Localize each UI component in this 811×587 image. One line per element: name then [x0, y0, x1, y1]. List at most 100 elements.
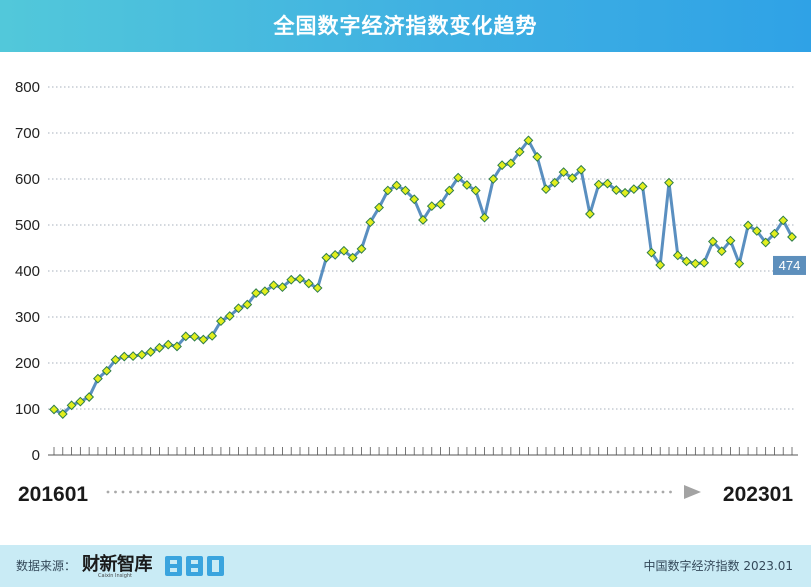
- arrow-dot: [391, 490, 395, 494]
- y-tick-label: 400: [15, 263, 40, 280]
- arrow-dot: [151, 490, 155, 494]
- data-point: [751, 226, 762, 236]
- arrow-dot: [331, 490, 335, 494]
- data-point: [189, 331, 200, 342]
- arrow-dot: [174, 490, 177, 494]
- arrow-dot: [406, 490, 410, 494]
- arrow-dot: [616, 490, 620, 494]
- arrow-dot: [414, 490, 417, 494]
- data-point: [49, 404, 59, 415]
- data-point: [470, 185, 481, 196]
- data-point: [699, 257, 710, 268]
- data-point: [576, 164, 587, 175]
- data-point: [611, 185, 622, 195]
- footer-note: 中国数字经济指数 2023.01: [643, 559, 793, 573]
- data-point: [321, 252, 332, 263]
- y-tick-label: 500: [15, 217, 40, 234]
- arrow-dot: [339, 490, 342, 494]
- x-end-label: 202301: [723, 483, 793, 506]
- arrow-dot: [511, 490, 515, 494]
- data-point: [303, 278, 314, 289]
- data-point: [374, 202, 384, 213]
- arrow-dot: [264, 490, 267, 494]
- y-tick-label: 700: [15, 125, 40, 142]
- data-point: [409, 194, 420, 205]
- data-point: [435, 199, 446, 210]
- arrow-dot: [129, 490, 132, 494]
- data-point: [110, 354, 121, 365]
- last-value-label-bg: [773, 255, 806, 275]
- data-point: [286, 274, 297, 285]
- arrow-dot: [234, 490, 237, 494]
- arrow-dot: [526, 490, 530, 494]
- data-point: [778, 215, 789, 226]
- arrow-dot: [466, 490, 470, 494]
- series-line: [53, 138, 794, 416]
- data-point: [312, 283, 323, 293]
- arrow-dot: [661, 490, 665, 494]
- data-point: [251, 288, 261, 298]
- data-point: [93, 373, 103, 384]
- arrow-dot: [114, 490, 117, 494]
- data-point: [382, 185, 393, 196]
- arrow-head: [684, 485, 701, 499]
- data-point: [426, 201, 437, 212]
- data-point: [347, 252, 358, 263]
- arrow-dot: [369, 490, 372, 494]
- arrow-dot: [316, 490, 320, 494]
- data-point: [180, 331, 191, 342]
- data-point: [558, 167, 569, 178]
- arrow-dot: [549, 490, 552, 494]
- data-point: [330, 249, 341, 260]
- line-chart: 0 100 200 300 400 500 600 700 800 474 201601 202301: [15, 79, 806, 506]
- data-point: [198, 334, 209, 345]
- data-point: [532, 152, 543, 162]
- data-point: [391, 180, 402, 191]
- arrow-dot: [669, 490, 672, 494]
- data-point: [57, 409, 68, 419]
- data-point: [216, 316, 226, 327]
- data-point: [462, 180, 472, 190]
- data-point: [268, 280, 279, 291]
- data-point: [400, 185, 411, 196]
- arrow-dot: [181, 490, 185, 494]
- arrow-dot: [429, 490, 432, 494]
- arrow-dot: [144, 490, 147, 494]
- data-point: [145, 347, 156, 357]
- arrow-dot: [346, 490, 350, 494]
- y-tick-label: 100: [15, 401, 40, 418]
- data-point: [620, 187, 630, 198]
- arrow-dot: [421, 490, 425, 494]
- arrow-dot: [376, 490, 380, 494]
- data-point: [233, 303, 244, 314]
- data-point: [681, 256, 692, 267]
- data-point: [119, 351, 130, 362]
- data-point: [743, 220, 753, 231]
- data-point: [672, 250, 683, 261]
- source-label: 数据来源：: [16, 559, 77, 573]
- data-point: [734, 258, 745, 269]
- chart-header: 全国数字经济指数变化趋势: [0, 0, 811, 52]
- data-point: [453, 172, 464, 183]
- arrow-dot: [294, 490, 297, 494]
- data-point: [637, 181, 648, 192]
- data-point: [567, 173, 578, 183]
- y-tick-label: 300: [15, 309, 40, 326]
- data-point: [479, 212, 490, 223]
- arrow-dot: [609, 490, 612, 494]
- data-point: [163, 339, 174, 350]
- arrow-dot: [444, 490, 447, 494]
- data-point: [549, 177, 560, 188]
- arrow-dot: [196, 490, 200, 494]
- data-point: [769, 228, 780, 239]
- data-point: [523, 135, 534, 146]
- arrow-dot: [631, 490, 635, 494]
- y-tick-label: 800: [15, 79, 40, 96]
- arrow-dot: [534, 490, 537, 494]
- arrow-dot: [324, 490, 327, 494]
- data-point: [75, 396, 86, 407]
- data-point: [224, 311, 235, 321]
- arrow-dot: [204, 490, 207, 494]
- data-point: [708, 236, 718, 247]
- arrow-dot: [159, 490, 162, 494]
